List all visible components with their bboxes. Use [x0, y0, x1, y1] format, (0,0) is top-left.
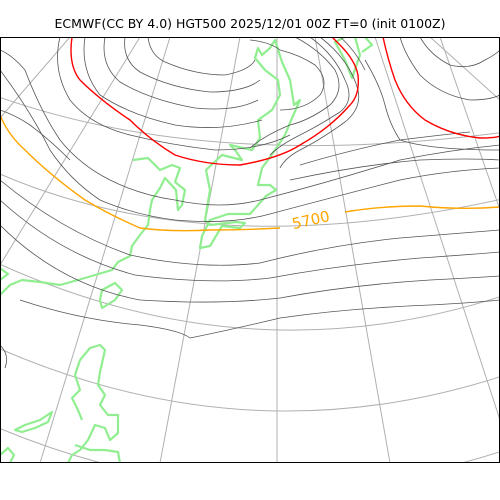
meridian-line	[439, 37, 500, 211]
meridian-line	[374, 37, 500, 421]
coastline-island-se	[0, 446, 16, 463]
coastline-baffin-island	[98, 281, 124, 310]
contour-5700	[0, 114, 500, 232]
coastline-canada-archipelago	[0, 156, 187, 296]
contour-line	[249, 39, 325, 111]
coastline-scandinavia-1	[67, 343, 120, 463]
latitude-line	[0, 173, 500, 227]
contour-line	[0, 69, 500, 222]
coastline-island-west	[0, 267, 10, 281]
map-title: ECMWF(CC BY 4.0) HGT500 2025/12/01 00Z F…	[54, 16, 446, 31]
contour-line	[0, 344, 8, 369]
contour-line	[19, 299, 500, 339]
contour-line	[83, 37, 263, 128]
contour-line	[269, 37, 350, 156]
meridian-line	[159, 37, 241, 463]
meridian-line	[0, 37, 71, 119]
orange-contour-east	[344, 205, 500, 213]
contour-line	[0, 109, 71, 161]
contour-line	[0, 199, 500, 282]
contour-line	[399, 37, 500, 101]
contour-line	[0, 49, 500, 206]
red-contour-east	[382, 37, 500, 139]
contour-line	[279, 37, 360, 169]
graticule-meridians	[0, 37, 500, 463]
contour-line	[147, 37, 256, 76]
contour-label-5700: 5700	[290, 207, 331, 233]
coastline-island-sw	[13, 410, 54, 434]
latitude-line	[0, 348, 500, 412]
graticule-latitudes	[0, 96, 500, 463]
height-contours	[0, 37, 500, 369]
orange-contour-west	[0, 114, 281, 232]
meridian-line	[39, 37, 171, 463]
meridian-line	[429, 37, 500, 101]
coastline-scandinavia-2	[74, 443, 122, 463]
map-border	[0, 37, 500, 463]
contour-line	[299, 131, 471, 166]
contour-line	[339, 37, 366, 71]
contour-line	[249, 37, 340, 149]
coastlines	[0, 37, 374, 463]
meridian-line	[314, 37, 391, 463]
contour-line	[0, 224, 500, 303]
contour-line	[57, 37, 291, 151]
contour-line	[364, 59, 500, 151]
contour-line	[124, 37, 261, 93]
highlight-contours	[70, 37, 500, 166]
contour-line	[419, 37, 500, 68]
contour-line	[289, 158, 500, 181]
contour-line	[103, 37, 259, 110]
contour-line	[0, 179, 500, 266]
latitude-line	[0, 263, 500, 331]
red-contour-west	[70, 37, 360, 166]
latitude-line	[0, 428, 500, 463]
